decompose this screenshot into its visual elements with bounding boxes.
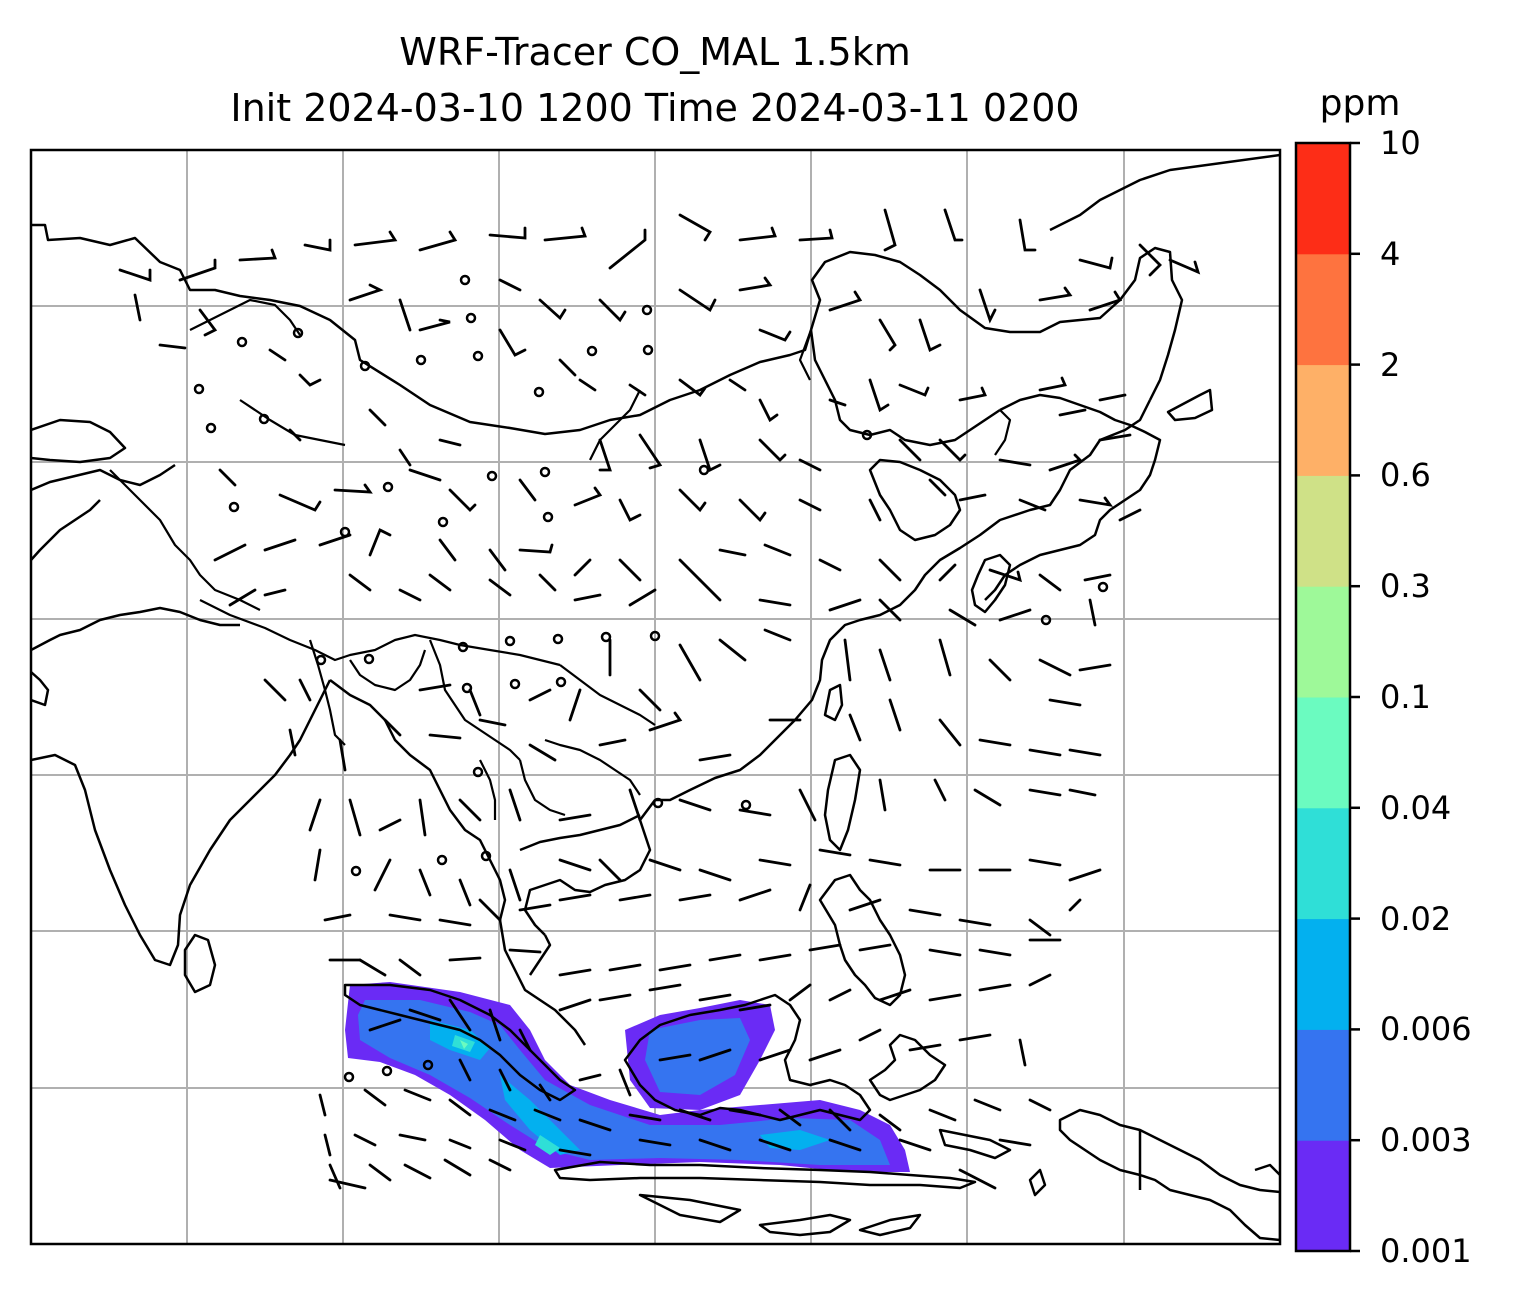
colorbar-segment: [1296, 253, 1350, 366]
colorbar-segment: [1296, 918, 1350, 1030]
colorbar: [1294, 141, 1360, 1253]
country-borders: [109, 298, 1012, 820]
colorbar-tick-label: 0.001: [1380, 1232, 1472, 1270]
co-tracer-plume: [345, 982, 910, 1172]
map-title-line1: WRF-Tracer CO_MAL 1.5km: [399, 30, 911, 74]
colorbar-segment: [1296, 807, 1350, 920]
colorbar-segment: [1296, 1140, 1350, 1252]
colorbar-tick-label: 0.003: [1380, 1121, 1472, 1160]
colorbar-segment: [1296, 475, 1350, 587]
colorbar-segment: [1296, 364, 1350, 476]
colorbar-tick-label: 2: [1380, 345, 1401, 384]
colorbar-tick-label: 0.1: [1380, 678, 1431, 716]
colorbar-segment: [1296, 143, 1350, 255]
colorbar-unit-label: ppm: [1319, 83, 1401, 124]
colorbar-tick-label: 0.6: [1380, 456, 1431, 495]
colorbar-tick-label: 0.02: [1380, 899, 1452, 938]
colorbar-segment: [1296, 697, 1350, 809]
colorbar-tick-label: 0.3: [1380, 567, 1431, 606]
calm-wind-markers: [193, 274, 1109, 1083]
wind-barbs: [118, 208, 1201, 1190]
map-frame: [29, 148, 1282, 1246]
map-title-line2: Init 2024-03-10 1200 Time 2024-03-11 020…: [230, 86, 1080, 130]
colorbar-tick-label: 0.04: [1380, 788, 1452, 827]
colorbar-tick-label: 10: [1380, 124, 1421, 162]
coastlines: [31, 153, 1280, 1242]
colorbar-segment: [1296, 1029, 1350, 1141]
colorbar-tick-label: 0.006: [1380, 1010, 1472, 1049]
colorbar-segment: [1296, 586, 1350, 698]
colorbar-tick-label: 4: [1380, 234, 1401, 273]
